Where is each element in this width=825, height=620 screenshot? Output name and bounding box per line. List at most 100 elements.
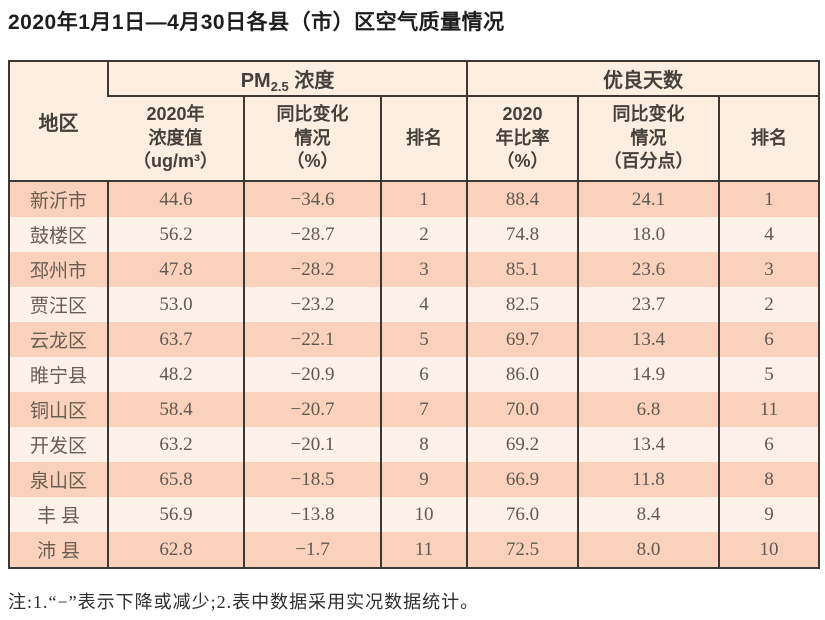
cell-region: 泉山区 bbox=[29, 471, 87, 492]
cell-ratio-change: 8.4 bbox=[577, 497, 720, 532]
table-row: 丰 县 56.9 −13.8 10 76.0 8.4 9 bbox=[9, 497, 820, 532]
header-pm-value-line2: 浓度值 bbox=[148, 127, 203, 148]
cell-pm-value: 53.0 bbox=[107, 287, 244, 322]
cell-pm-change: −18.5 bbox=[243, 462, 381, 497]
cell-pm-rank: 6 bbox=[379, 357, 468, 392]
cell-pm-value: 48.2 bbox=[107, 357, 244, 392]
header-pm-value-line1: 2020年 bbox=[146, 104, 205, 125]
cell-pm-rank: 3 bbox=[379, 252, 468, 287]
pm25-label-prefix: PM bbox=[240, 69, 271, 92]
header-pm-value: 2020年 浓度值 （ug/m³） bbox=[108, 96, 244, 182]
cell-pm-value: 58.4 bbox=[107, 392, 244, 427]
cell-ratio-change: 8.0 bbox=[577, 532, 720, 568]
pm25-label-subscript: 2.5 bbox=[270, 78, 289, 94]
cell-pm-rank: 1 bbox=[379, 181, 468, 217]
header-pm-change-line2: 情况 bbox=[294, 127, 331, 148]
cell-ratio-change: 24.1 bbox=[577, 181, 720, 217]
cell-pm-change: −20.9 bbox=[243, 357, 381, 392]
cell-good-rank: 8 bbox=[718, 462, 820, 497]
header-good-rank: 排名 bbox=[718, 96, 820, 182]
cell-good-rank: 3 bbox=[718, 252, 820, 287]
cell-ratio: 82.5 bbox=[466, 287, 579, 322]
cell-ratio: 69.2 bbox=[466, 427, 579, 462]
cell-good-rank: 1 bbox=[718, 181, 820, 217]
cell-region: 开发区 bbox=[29, 436, 87, 457]
cell-pm-change: −1.7 bbox=[243, 532, 381, 568]
table-row: 睢宁县 48.2 −20.9 6 86.0 14.9 5 bbox=[9, 357, 820, 392]
header-pm-change-line1: 同比变化 bbox=[276, 104, 349, 125]
cell-ratio: 85.1 bbox=[466, 252, 579, 287]
header-ratio-line1: 2020 bbox=[502, 104, 543, 125]
cell-ratio: 86.0 bbox=[466, 357, 579, 392]
cell-pm-change: −23.2 bbox=[243, 287, 381, 322]
header-ratio-change-line2: 情况 bbox=[630, 127, 667, 148]
cell-ratio-change: 14.9 bbox=[577, 357, 720, 392]
cell-region: 新沂市 bbox=[29, 191, 87, 212]
cell-pm-rank: 8 bbox=[379, 427, 468, 462]
table-body: 新沂市 44.6 −34.6 1 88.4 24.1 1 鼓楼区 56.2 −28.7 2 74.8 1… bbox=[9, 181, 820, 568]
pm25-label-suffix: 浓度 bbox=[288, 69, 335, 92]
cell-pm-change: −22.1 bbox=[243, 322, 381, 357]
header-group-pm25: PM2.5 浓度 bbox=[106, 61, 468, 97]
cell-good-rank: 11 bbox=[718, 392, 820, 427]
cell-ratio: 88.4 bbox=[466, 181, 579, 217]
cell-region: 铜山区 bbox=[29, 401, 87, 422]
header-pm-value-line3: （ug/m³） bbox=[133, 151, 218, 172]
cell-pm-change: −28.7 bbox=[243, 217, 381, 252]
cell-pm-rank: 11 bbox=[379, 532, 468, 568]
header-ratio-line3: （%） bbox=[496, 151, 549, 172]
cell-pm-value: 63.2 bbox=[107, 427, 244, 462]
cell-ratio-change: 11.8 bbox=[577, 462, 720, 497]
header-pm-rank: 排名 bbox=[379, 96, 468, 182]
cell-pm-change: −20.1 bbox=[243, 427, 381, 462]
cell-ratio-change: 23.6 bbox=[577, 252, 720, 287]
cell-pm-rank: 10 bbox=[379, 497, 468, 532]
cell-pm-rank: 9 bbox=[379, 462, 468, 497]
table-row: 鼓楼区 56.2 −28.7 2 74.8 18.0 4 bbox=[9, 217, 820, 252]
cell-good-rank: 10 bbox=[718, 532, 820, 568]
cell-ratio: 66.9 bbox=[466, 462, 579, 497]
cell-pm-rank: 7 bbox=[379, 392, 468, 427]
cell-pm-rank: 5 bbox=[379, 322, 468, 357]
table-header: 地区 PM2.5 浓度 优良天数 2020年 浓度值 （ug/m³） 同比变化 … bbox=[9, 61, 820, 182]
cell-ratio: 72.5 bbox=[466, 532, 579, 568]
cell-ratio: 74.8 bbox=[466, 217, 579, 252]
header-group-good-days: 优良天数 bbox=[466, 61, 820, 97]
cell-region: 睢宁县 bbox=[29, 366, 87, 387]
table-row: 新沂市 44.6 −34.6 1 88.4 24.1 1 bbox=[9, 181, 820, 217]
cell-pm-value: 65.8 bbox=[107, 462, 244, 497]
cell-region: 丰 县 bbox=[37, 506, 80, 527]
cell-pm-rank: 2 bbox=[379, 217, 468, 252]
header-region: 地区 bbox=[9, 61, 108, 182]
cell-pm-value: 44.6 bbox=[107, 181, 244, 217]
table-row: 泉山区 65.8 −18.5 9 66.9 11.8 8 bbox=[9, 462, 820, 497]
cell-pm-change: −28.2 bbox=[243, 252, 381, 287]
cell-region: 沛 县 bbox=[37, 541, 80, 562]
table-row: 邳州市 47.8 −28.2 3 85.1 23.6 3 bbox=[9, 252, 820, 287]
cell-pm-rank: 4 bbox=[379, 287, 468, 322]
header-sub-row: 2020年 浓度值 （ug/m³） 同比变化 情况 （%） 排名 2020 年比… bbox=[9, 96, 820, 182]
cell-ratio: 76.0 bbox=[466, 497, 579, 532]
header-ratio-change-line3: （百分点） bbox=[603, 151, 694, 172]
cell-good-rank: 9 bbox=[718, 497, 820, 532]
cell-ratio-change: 6.8 bbox=[577, 392, 720, 427]
cell-region: 贾汪区 bbox=[29, 296, 87, 317]
header-pm-change-line3: （%） bbox=[286, 151, 339, 172]
cell-good-rank: 4 bbox=[718, 217, 820, 252]
cell-pm-value: 56.9 bbox=[107, 497, 244, 532]
table-row: 贾汪区 53.0 −23.2 4 82.5 23.7 2 bbox=[9, 287, 820, 322]
cell-good-rank: 6 bbox=[718, 322, 820, 357]
header-ratio-change: 同比变化 情况 （百分点） bbox=[577, 96, 720, 182]
cell-ratio: 70.0 bbox=[466, 392, 579, 427]
cell-region: 鼓楼区 bbox=[29, 226, 87, 247]
table-row: 沛 县 62.8 −1.7 11 72.5 8.0 10 bbox=[9, 532, 820, 568]
cell-pm-change: −13.8 bbox=[243, 497, 381, 532]
cell-pm-value: 62.8 bbox=[107, 532, 244, 568]
cell-pm-change: −20.7 bbox=[243, 392, 381, 427]
header-ratio-change-line1: 同比变化 bbox=[612, 104, 685, 125]
header-pm-change: 同比变化 情况 （%） bbox=[243, 96, 381, 182]
table-row: 开发区 63.2 −20.1 8 69.2 13.4 6 bbox=[9, 427, 820, 462]
header-ratio-line2: 年比率 bbox=[495, 127, 550, 148]
cell-pm-value: 56.2 bbox=[107, 217, 244, 252]
